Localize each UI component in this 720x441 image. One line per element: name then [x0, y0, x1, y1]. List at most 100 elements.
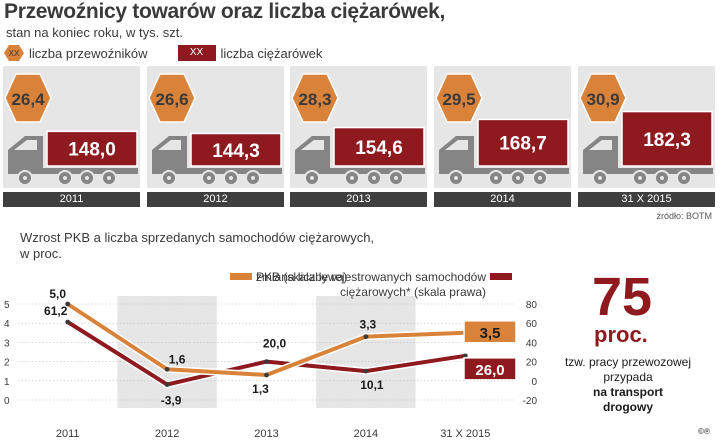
panel-0: 26,4 148,0: [3, 66, 140, 188]
truck-hub-3-3: [538, 176, 542, 180]
callout-note: tzw. pracy przewozowej przypada na trans…: [548, 355, 708, 415]
reg-label-1: -3,9: [161, 394, 182, 408]
legend-trucks-label: liczba ciężarówek: [220, 45, 323, 61]
carriers-hexagon-4: [579, 73, 627, 123]
x-label-1: 2012: [155, 428, 179, 440]
source-note: źródło: BOTM: [656, 211, 712, 221]
reg-label-3: 10,1: [360, 378, 384, 392]
truck-window-3: [445, 140, 468, 150]
year-label-0: 2011: [3, 192, 140, 207]
gdp-label-3: 3,3: [360, 318, 377, 332]
truck-window-4: [589, 140, 612, 150]
legend-reg-label-2: ciężarowych* (skala prawa): [340, 285, 486, 299]
left-tick-0: 0: [4, 396, 10, 407]
legend-reg-swatch: [490, 273, 512, 280]
truck-hub-0-0: [23, 176, 27, 180]
truck-hub-4-1: [638, 176, 642, 180]
panel-1: 26,6 144,3: [147, 66, 284, 188]
top-legend: XX liczba przewoźników XX liczba ciężaró…: [4, 44, 322, 62]
series-point-0-2: [264, 372, 269, 378]
truck-hub-0-2: [85, 176, 89, 180]
truck-hub-1-2: [229, 176, 233, 180]
truck-hub-0-1: [63, 176, 67, 180]
x-label-2: 2013: [254, 428, 278, 440]
carriers-hexagon-0: [4, 73, 52, 123]
line-chart-title-line1: Wzrost PKB a liczba sprzedanych samochod…: [20, 230, 375, 245]
right-tick-2: 20: [526, 358, 538, 369]
legend-carriers-label: liczba przewoźników: [29, 45, 148, 61]
reg-end-box: [463, 357, 517, 381]
legend-hex-placeholder: XX: [9, 49, 20, 58]
year-label-3: 2014: [434, 192, 571, 207]
panel-4: 30,9 182,3: [578, 66, 715, 188]
truck-hub-4-0: [598, 176, 602, 180]
gdp-label-4: 3,5: [480, 325, 501, 342]
trucks-value-3: 168,7: [499, 134, 547, 155]
trucks-value-2: 154,6: [355, 138, 403, 159]
callout-number: 75: [592, 267, 653, 327]
truck-window-0: [14, 140, 37, 150]
left-tick-5: 5: [4, 300, 10, 311]
truck-hub-1-3: [251, 176, 255, 180]
series-point-1-0: [65, 319, 71, 325]
carriers-hexagon-3: [435, 73, 483, 123]
line-chart-title-line2: w proc.: [20, 246, 62, 261]
line-chart-title: Wzrost PKB a liczba sprzedanych samochod…: [20, 230, 374, 262]
left-tick-1: 1: [4, 377, 10, 388]
truck-hub-2-0: [310, 176, 314, 180]
truck-hub-3-1: [494, 176, 498, 180]
gdp-label-0: 5,0: [49, 287, 66, 301]
series-point-1-3: [363, 368, 369, 374]
carriers-value-3: 29,5: [442, 90, 475, 109]
left-tick-3: 3: [4, 338, 10, 349]
trucks-cargo-box-3: [477, 118, 569, 167]
truck-hub-1-0: [167, 176, 171, 180]
series-point-0-3: [363, 334, 369, 340]
legend-gdp-label: PKB (skala lewa): [256, 270, 347, 284]
page-title: Przewoźnicy towarów oraz liczba ciężarów…: [4, 0, 446, 23]
truck-window-1: [158, 140, 181, 150]
gdp-end-box: [463, 320, 517, 344]
gdp-label-1: 1,6: [169, 352, 186, 366]
hexagon-icon: XX: [4, 45, 24, 61]
truck-hub-2-1: [350, 176, 354, 180]
truck-illustration-0: 26,4 148,0: [4, 73, 138, 186]
truck-hub-2-3: [394, 176, 398, 180]
series-point-1-4: [462, 353, 468, 359]
legend-gdp-swatch: [230, 273, 252, 280]
callout-line2: przypada: [603, 370, 653, 384]
series-point-0-1: [164, 366, 170, 372]
right-tick-0: -20: [523, 396, 538, 407]
carriers-value-2: 28,3: [298, 90, 331, 109]
left-tick-2: 2: [4, 358, 10, 369]
copyright-icon: ©℗: [698, 427, 710, 436]
line-chart: 0 1 2 3 4 5 -20 0 20 40 60 80 2011 2012 2013 2014 31 X 2…: [4, 270, 538, 440]
column-bg-1: [117, 296, 217, 408]
carriers-value-4: 30,9: [586, 90, 619, 109]
carriers-hexagon-2: [291, 73, 339, 123]
trucks-value-0: 148,0: [68, 140, 116, 161]
truck-illustration-1: 26,6 144,3: [148, 73, 282, 186]
reg-label-2: 20,0: [263, 337, 287, 351]
right-tick-3: 40: [526, 338, 538, 349]
panel-2: 28,3 154,6: [290, 66, 427, 188]
truck-hub-3-0: [454, 176, 458, 180]
truck-illustration-4: 30,9 182,3: [579, 73, 713, 186]
carriers-value-1: 26,6: [155, 90, 188, 109]
x-label-3: 2014: [354, 428, 378, 440]
series-point-1-2: [264, 359, 269, 364]
truck-hub-3-2: [516, 176, 520, 180]
trucks-value-1: 144,3: [212, 141, 260, 162]
right-tick-4: 60: [526, 319, 538, 330]
right-tick-5: 80: [526, 300, 538, 311]
trucks-cargo-box-4: [621, 110, 713, 167]
callout-line1: tzw. pracy przewozowej: [564, 355, 692, 369]
series-point-1-1: [164, 382, 170, 387]
year-label-4: 31 X 2015: [578, 192, 715, 207]
truck-hub-4-3: [682, 176, 686, 180]
legend-trucks-swatch: XX: [177, 45, 216, 61]
left-tick-4: 4: [4, 319, 10, 330]
year-label-1: 2012: [147, 192, 284, 207]
truck-illustration-2: 28,3 154,6: [291, 73, 425, 186]
x-label-4: 31 X 2015: [440, 428, 490, 440]
